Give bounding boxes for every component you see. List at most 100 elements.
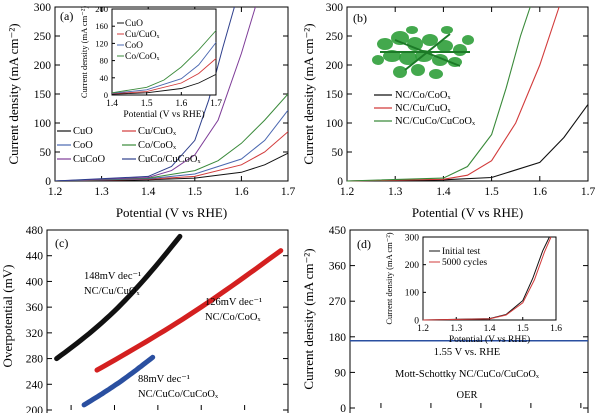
panel-label: (a) [60, 9, 73, 23]
panel-d-annotation: 1.55 V vs. RHE [434, 347, 500, 358]
x-tick-label: 1.4 [484, 324, 496, 334]
x-tick-label: 1.5 [484, 186, 499, 198]
panel-d-frame [349, 229, 589, 413]
x-tick-label: 1.5 [141, 99, 153, 109]
y-tick-label: 200 [34, 60, 52, 72]
y-tick-label: 40 [100, 73, 109, 83]
y-tick-label: 0 [104, 90, 108, 100]
x-tick-label: 1.3 [94, 186, 109, 198]
series-line [346, 6, 560, 182]
x-tick-label: 1.2 [340, 186, 355, 198]
legend-entry: CuO [73, 126, 93, 137]
x-tick-label: 1.4 [106, 99, 118, 109]
series-line [55, 93, 288, 181]
y-tick-label: 320 [26, 328, 44, 340]
y-tick-label: 200 [26, 405, 44, 413]
x-tick-label: 1.2 [417, 324, 429, 334]
inset-legend-entry: Co/CoOₓ [125, 52, 160, 62]
inset-legend-entry: Initial test [442, 247, 481, 257]
y-tick-label: 0 [414, 316, 419, 326]
panel-c: 200 240 280 320 360 400 440 480 Overpotential (m… [0, 225, 289, 413]
inset-bg [423, 237, 556, 320]
x-tick-label: 1.7 [210, 99, 222, 109]
y-tick-label: 180 [329, 332, 347, 344]
y-tick-label: 150 [326, 89, 344, 101]
molecule-blob [441, 26, 453, 34]
y-tick-label: 100 [326, 118, 344, 130]
x-tick-label: 1.6 [234, 186, 249, 198]
scatter-series [54, 233, 183, 362]
slope-annotation: 148mV dec⁻¹ [84, 271, 141, 282]
molecule-blob [406, 26, 418, 34]
y-tick-label: 0 [45, 176, 51, 188]
y-axis-label: Current density (mA cm⁻²) [301, 248, 316, 389]
panel-d-annotation: Mott-Schottky NC/CuCo/CuCoOₓ [395, 369, 540, 380]
x-tick-label: 1.6 [533, 186, 548, 198]
y-tick-label: 250 [34, 31, 52, 43]
y-tick-label: 200 [405, 261, 420, 271]
y-axis-label: Current density (mA cm⁻²) [301, 23, 316, 164]
molecule-blob [377, 38, 393, 50]
slope-annotation: NC/CuCo/CuCoOₓ [138, 389, 219, 400]
molecule-blob [399, 51, 417, 65]
x-tick-label: 1.6 [175, 99, 187, 109]
y-tick-label: 480 [26, 225, 44, 237]
molecule-blob [391, 31, 409, 45]
inset-series-line [111, 58, 217, 95]
molecule-blob [411, 64, 425, 76]
inset-x-label: Potential (V vs RHE) [449, 334, 530, 345]
legend-entry: NC/CuCo/CuCoOₓ [395, 116, 476, 127]
slope-annotation: NC/Co/CoOₓ [205, 312, 262, 323]
legend-entry: CoO [73, 140, 93, 151]
series-line [55, 7, 256, 181]
molecule-blob [453, 44, 467, 56]
panel-label: (b) [353, 11, 367, 25]
y-tick-label: 80 [100, 56, 109, 66]
y-axis-label: Current density (mA cm⁻²) [79, 6, 89, 98]
x-tick-label: 1.6 [550, 324, 562, 334]
y-tick-label: 50 [40, 147, 52, 159]
slope-annotation: 126mV dec⁻¹ [205, 297, 262, 308]
molecule-blob [437, 40, 453, 52]
y-axis-label: Overpotential (mV) [0, 265, 15, 368]
x-axis-label: Potential (V vs RHE) [412, 205, 523, 220]
inset-series-line [111, 30, 217, 94]
x-tick-label: 1.5 [517, 324, 529, 334]
x-tick-label: 1.7 [581, 186, 596, 198]
y-tick-label: 90 [335, 367, 347, 379]
panel-b: 0 50 100 150 200 250 300 1.2 1.3 1.4 1.5 1.6 1.7 Pote… [301, 2, 595, 220]
x-tick-label: 1.7 [281, 186, 296, 198]
y-tick-label: 150 [34, 89, 52, 101]
inset-legend-entry: CoO [125, 41, 143, 51]
y-tick-label: 50 [332, 147, 344, 159]
y-tick-label: 250 [326, 31, 344, 43]
x-tick-label: 1.4 [436, 186, 451, 198]
inset-x-label: Potential (V vs RHE) [123, 109, 204, 120]
molecule-bonds [380, 33, 470, 71]
molecule-blob [393, 66, 407, 78]
molecule-blob [407, 37, 423, 51]
inset-legend-entry: Cu/CuOₓ [125, 30, 160, 40]
panel-label: (c) [55, 236, 68, 250]
series-line [346, 6, 531, 182]
legend-entry: NC/Cu/CuOₓ [395, 103, 452, 114]
legend-entry: Cu/CuOₓ [138, 126, 177, 137]
y-tick-label: 0 [340, 403, 346, 413]
y-tick-label: 200 [95, 4, 108, 14]
y-tick-label: 0 [337, 176, 343, 188]
series-line [55, 7, 235, 181]
y-tick-label: 280 [26, 354, 44, 366]
molecule-blob [372, 55, 384, 65]
scatter-series [81, 354, 156, 408]
legend-entry: Co/CoOₓ [138, 140, 177, 151]
y-tick-label: 300 [405, 233, 420, 243]
x-tick-label: 1.3 [450, 324, 462, 334]
y-tick-label: 300 [326, 2, 344, 14]
inset-legend-entry: CuO [125, 19, 143, 29]
panel-b-frame [346, 6, 589, 182]
molecule-illustration [372, 26, 474, 79]
slope-annotation: NC/Cu/CuOₓ [84, 286, 141, 297]
y-tick-label: 120 [95, 38, 108, 48]
y-tick-label: 300 [34, 2, 52, 14]
